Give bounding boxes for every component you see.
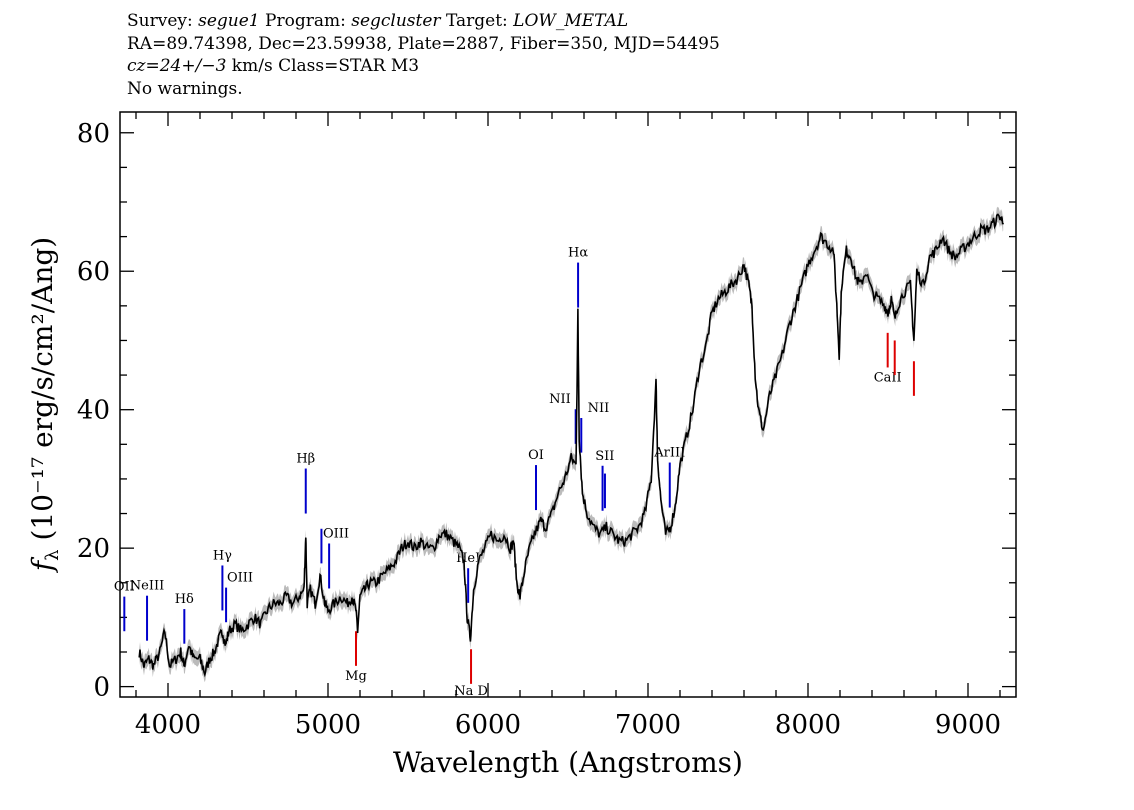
axis-ticks (120, 112, 1016, 697)
header-line1-part: segue1 (198, 11, 260, 31)
header-line1-part: Target: (440, 11, 514, 31)
x-tick-label: 5000 (295, 710, 361, 740)
x-tick-label: 9000 (935, 710, 1001, 740)
header-warnings-line: No warnings. (127, 78, 243, 99)
header-line1-part: Survey: (127, 11, 199, 31)
header-line1-part: Program: (259, 11, 352, 31)
emission-line-label: OII (114, 580, 135, 595)
emission-line-label: Hβ (296, 452, 315, 467)
absorption-line-label: CaII (874, 370, 902, 385)
x-tick-label: 4000 (135, 710, 201, 740)
emission-line-label: Hγ (213, 548, 232, 563)
header-coordinates-line: RA=89.74398, Dec=23.59938, Plate=2887, F… (127, 33, 720, 54)
y-tick-label: 40 (77, 396, 110, 426)
emission-line-label: OIII (323, 526, 349, 541)
y-axis-title: fλ (10⁻¹⁷ erg/s/cm²/Ang) (26, 237, 63, 574)
y-tick-label: 0 (93, 673, 110, 703)
x-tick-label: 7000 (615, 710, 681, 740)
flux-error-band (139, 206, 1004, 683)
emission-line-label: OIII (227, 571, 253, 586)
flux-line (138, 213, 1004, 678)
emission-line-label: Hα (568, 246, 588, 261)
y-tick-label: 60 (77, 257, 110, 287)
header-line1-part: segcluster (351, 11, 441, 31)
x-axis-title: Wavelength (Angstroms) (393, 746, 743, 779)
header-line3-part: cz=24+/−3 (127, 56, 227, 76)
emission-line-label: NII (588, 401, 610, 416)
x-tick-label: 8000 (775, 710, 841, 740)
absorption-line-label: Mg (345, 669, 367, 684)
emission-line-label: ArIII (653, 446, 685, 461)
header-survey-line: Survey: segue1 Program: segcluster Targe… (127, 10, 720, 33)
x-tick-label: 6000 (455, 710, 521, 740)
plot-frame (119, 111, 1017, 698)
tick-labels: 4000 5000 6000 7000 8000 9000 0 20 40 60 80 (77, 119, 1001, 740)
absorption-line-label: Na D (454, 684, 488, 699)
header-redshift-line: cz=24+/−3 km/s Class=STAR M3 (127, 55, 720, 78)
emission-line-label: NII (549, 392, 571, 407)
emission-line-label: Hδ (175, 592, 194, 607)
y-tick-label: 80 (77, 119, 110, 149)
emission-line-label: SII (595, 449, 614, 464)
emission-line-label: OI (528, 448, 544, 463)
y-tick-label: 20 (77, 534, 110, 564)
header-line1-part: LOW_METAL (513, 11, 629, 31)
spectrum-header: Survey: segue1 Program: segcluster Targe… (127, 10, 720, 100)
header-line3-part: km/s Class=STAR M3 (226, 56, 420, 76)
emission-line-label: NeIII (130, 579, 164, 594)
spectrum-series (138, 206, 1004, 683)
